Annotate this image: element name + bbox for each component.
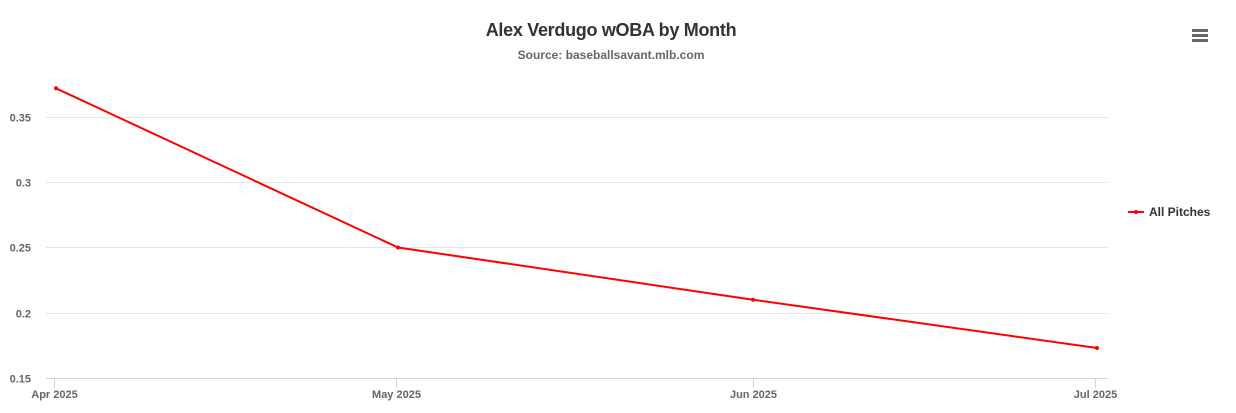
x-tick-label: Jul 2025 (1074, 389, 1117, 401)
chart-subtitle: Source: baseballsavant.mlb.com (517, 48, 705, 62)
hamburger-menu-icon[interactable] (1186, 24, 1214, 48)
y-tick-label: 0.25 (10, 243, 31, 255)
series-line[interactable] (55, 87, 1098, 349)
x-tick-label: Jun 2025 (730, 389, 777, 401)
legend-item-all-pitches[interactable]: All Pitches (1128, 205, 1210, 219)
data-point-marker[interactable] (54, 86, 58, 91)
data-point-marker[interactable] (751, 297, 755, 302)
gridlines (46, 117, 1108, 314)
data-point-marker[interactable] (396, 245, 400, 250)
y-tick-label: 0.35 (10, 113, 31, 125)
data-point-marker[interactable] (1095, 345, 1099, 350)
legend-line-marker-icon (1128, 205, 1144, 219)
y-tick-label: 0.2 (16, 309, 31, 321)
x-tick-label: Apr 2025 (31, 389, 77, 401)
y-axis: 0.15 0.2 0.25 0.3 0.35 (10, 113, 31, 386)
y-tick-label: 0.15 (10, 374, 31, 386)
series-all-pitches[interactable] (54, 86, 1099, 350)
x-axis: Apr 2025 May 2025 Jun 2025 Jul 2025 (31, 378, 1117, 401)
x-tick-label: May 2025 (372, 389, 421, 401)
y-tick-label: 0.3 (16, 178, 31, 190)
chart-title: Alex Verdugo wOBA by Month (485, 20, 737, 40)
legend-label: All Pitches (1149, 205, 1211, 219)
